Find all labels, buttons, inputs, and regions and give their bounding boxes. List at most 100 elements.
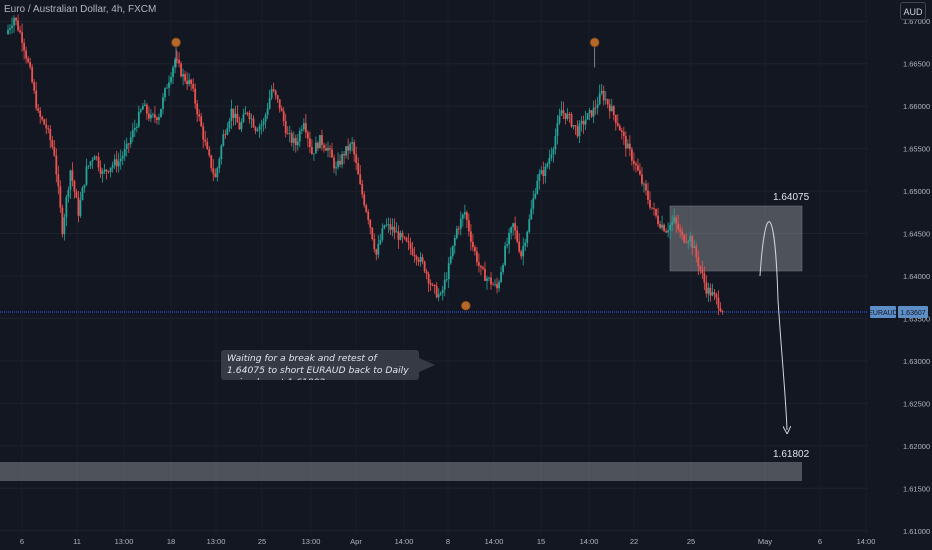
candle-body <box>81 187 84 201</box>
candle-body <box>345 146 348 156</box>
swing-high-marker[interactable] <box>171 37 181 48</box>
candle-body <box>459 218 462 229</box>
candle-body <box>411 248 414 255</box>
candle-body <box>653 208 655 210</box>
candle-body <box>663 224 665 232</box>
candle-body <box>639 170 641 175</box>
candle-body <box>204 139 207 142</box>
time-axis[interactable]: 6 11 13:00 18 13:00 25 13:00 Apr 14:00 8 14:00 15 14… <box>20 537 875 546</box>
y-tick-label: 1.66500 <box>903 60 930 69</box>
candle-body <box>302 123 305 130</box>
candle-body <box>29 61 32 68</box>
candle-body <box>572 125 575 127</box>
candle-body <box>268 98 271 109</box>
candle-body <box>262 121 265 125</box>
candle-body <box>143 104 146 106</box>
candle-body <box>162 97 164 109</box>
currency-button[interactable]: AUD <box>900 2 926 20</box>
candle-body <box>119 158 122 162</box>
projection-arrow[interactable] <box>759 221 787 430</box>
y-tick-label: 1.63500 <box>903 314 930 323</box>
candle-body <box>240 121 243 130</box>
candle-body <box>389 224 392 230</box>
candle-body <box>49 129 52 141</box>
candle-body <box>482 267 484 270</box>
candle-body <box>630 149 633 161</box>
candle-body <box>280 108 283 112</box>
candle-body <box>492 284 494 286</box>
candle-body <box>75 191 78 198</box>
candle-body <box>534 193 537 199</box>
candle-body <box>83 184 86 188</box>
candle-body <box>713 292 716 295</box>
price-axis[interactable]: 1.67000 1.66500 1.66000 1.65500 1.65000 1.645… <box>903 17 930 536</box>
candle-body <box>248 112 251 120</box>
candle-body <box>637 165 639 171</box>
candle-body <box>45 124 48 129</box>
candle-body <box>606 99 609 105</box>
candle-body <box>31 67 34 83</box>
candle-body <box>361 183 364 195</box>
candle-body <box>315 142 317 154</box>
candle-body <box>121 155 124 159</box>
candle-body <box>562 110 565 113</box>
candle-body <box>113 159 116 166</box>
candle-body <box>323 145 325 149</box>
analysis-note[interactable]: Waiting for a break and retest of 1.6407… <box>221 350 419 380</box>
candle-body <box>421 257 424 262</box>
candle-body <box>137 111 140 127</box>
swing-high-marker[interactable] <box>589 37 600 48</box>
x-tick-label: 6 <box>818 537 822 546</box>
candle-body <box>9 28 11 30</box>
candle-body <box>230 108 233 121</box>
candle-body <box>292 138 295 143</box>
candle-body <box>602 90 605 101</box>
candle-body <box>574 125 577 127</box>
price-tag-symbol: EURAUD <box>868 310 898 317</box>
candle-body <box>568 114 571 115</box>
candle-body <box>310 147 313 154</box>
candle-body <box>715 294 718 298</box>
candle-body <box>73 180 76 192</box>
resistance-level-label: 1.64075 <box>773 192 810 203</box>
candle-body <box>675 217 678 224</box>
candle-body <box>423 261 426 272</box>
candle-body <box>274 90 277 96</box>
candle-body <box>419 257 422 262</box>
x-tick-label: 6 <box>20 537 24 546</box>
candle-body <box>643 183 645 185</box>
candle-body <box>308 138 311 148</box>
candle-body <box>683 235 686 243</box>
candle-body <box>97 156 100 168</box>
candle-body <box>13 17 15 26</box>
candle-body <box>542 170 545 177</box>
target-level-label: 1.61802 <box>773 449 810 460</box>
y-tick-label: 1.62500 <box>903 399 930 408</box>
candle-body <box>544 166 547 177</box>
candle-body <box>435 286 438 298</box>
candle-body <box>447 263 450 280</box>
candle-body <box>59 186 62 208</box>
swing-low-marker[interactable] <box>460 300 471 311</box>
candle-body <box>51 140 54 147</box>
candle-body <box>451 245 454 257</box>
candle-body <box>224 134 227 136</box>
candle-body <box>160 108 162 118</box>
candle-body <box>709 287 712 296</box>
candle-body <box>689 236 692 242</box>
x-tick-label: 13:00 <box>302 537 321 546</box>
candle-body <box>512 223 515 228</box>
candle-body <box>244 112 247 115</box>
candle-body <box>125 143 128 149</box>
note-pointer <box>419 358 435 372</box>
candle-body <box>349 143 352 151</box>
candle-body <box>343 154 345 156</box>
candle-body <box>238 122 241 130</box>
candle-body <box>671 222 674 225</box>
candle-body <box>254 127 257 132</box>
candle-body <box>453 238 456 246</box>
candle-body <box>180 63 182 77</box>
candle-body <box>622 131 625 136</box>
target-zone[interactable] <box>0 462 802 481</box>
